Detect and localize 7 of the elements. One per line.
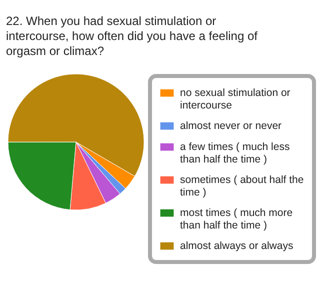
legend-label: almost never or never [180, 120, 282, 132]
legend-label: sometimes ( about half the time ) [180, 174, 304, 198]
legend-label: no sexual stimulation or intercourse [180, 87, 291, 112]
legend-label: almost always or always [180, 240, 294, 252]
legend-label: most times ( much more than half the time ) [180, 207, 293, 232]
chart-title: 22. When you had sexual stimulation or intercourse, how often did you have a feeling of orgasm or climax? [6, 14, 258, 58]
legend-label: a few times ( much less than half the time ) [180, 141, 290, 166]
